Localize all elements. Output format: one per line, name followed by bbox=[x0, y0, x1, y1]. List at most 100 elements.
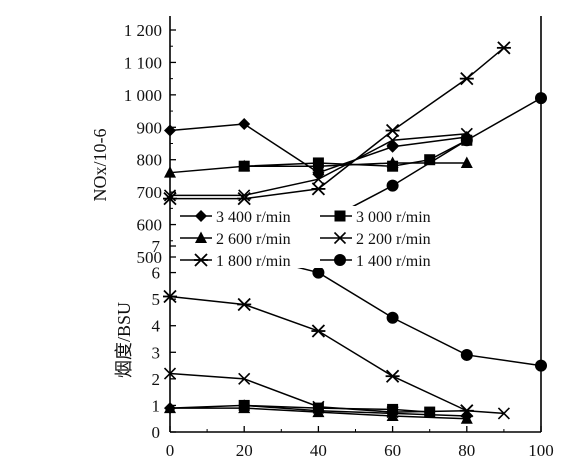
diamond-marker bbox=[195, 210, 207, 222]
top-point-2600 bbox=[238, 159, 251, 172]
triangle-marker bbox=[460, 156, 473, 168]
bottom-point-1400 bbox=[386, 311, 399, 324]
top-series-2600 bbox=[164, 156, 473, 178]
circle-marker bbox=[460, 348, 473, 361]
bottom-series-1800 bbox=[163, 289, 474, 418]
bottom-point-1800 bbox=[459, 404, 474, 418]
x-tick-label: 80 bbox=[458, 441, 475, 460]
bottom-point-2200 bbox=[163, 367, 177, 380]
bottom-point-2600 bbox=[164, 401, 176, 414]
x-tick-label: 0 bbox=[166, 441, 175, 460]
bottom-point-3000 bbox=[387, 403, 399, 415]
top-point-3000 bbox=[424, 154, 436, 166]
top-y-tick-label: 700 bbox=[137, 183, 163, 202]
x-tick-label: 40 bbox=[310, 441, 327, 460]
bottom-point-1400 bbox=[460, 348, 473, 361]
triangle-marker bbox=[238, 401, 251, 414]
x-marker-stroke bbox=[386, 406, 399, 419]
bottom-y-tick-label: 2 bbox=[152, 370, 161, 389]
legend-marker bbox=[195, 210, 207, 222]
x-marker-stroke bbox=[312, 400, 325, 413]
x-marker-stroke bbox=[312, 173, 325, 186]
top-point-2200 bbox=[312, 173, 325, 186]
top-point-1800 bbox=[459, 72, 474, 86]
legend-entry-3400: 3 400 r/min bbox=[180, 209, 291, 226]
legend-label: 1 800 r/min bbox=[216, 253, 291, 270]
top-y-tick-label: 1 100 bbox=[124, 53, 162, 72]
top-point-3400 bbox=[164, 124, 176, 137]
legend-entry-2600: 2 600 r/min bbox=[180, 231, 291, 248]
x-marker-stroke bbox=[163, 367, 177, 380]
bottom-point-1400 bbox=[312, 266, 325, 279]
circle-marker bbox=[386, 179, 399, 192]
diamond-marker bbox=[238, 118, 251, 131]
triangle-marker bbox=[312, 159, 325, 172]
top-y-tick-label: 600 bbox=[137, 216, 163, 235]
top-point-1800 bbox=[311, 182, 326, 196]
triangle-marker bbox=[164, 401, 176, 414]
x-marker-stroke bbox=[238, 372, 251, 385]
top-point-1800 bbox=[496, 41, 511, 55]
top-point-1800 bbox=[163, 191, 177, 206]
bottom-point-2600 bbox=[238, 401, 251, 414]
bottom-series-line-1800 bbox=[169, 295, 468, 412]
top-y-tick-label: 1 200 bbox=[124, 21, 162, 40]
triangle-marker bbox=[386, 156, 399, 168]
top-series-line-1800 bbox=[170, 47, 505, 200]
bottom-point-2200 bbox=[312, 400, 325, 413]
triangle-marker bbox=[195, 231, 207, 243]
bottom-point-2600 bbox=[460, 412, 473, 424]
circle-marker bbox=[312, 266, 325, 279]
legend-marker bbox=[194, 253, 208, 267]
x-marker-stroke bbox=[333, 231, 347, 245]
top-y-axis-label: NOx/10-6 bbox=[90, 129, 110, 202]
bottom-point-1800 bbox=[311, 324, 326, 338]
top-y-tick-label: 900 bbox=[137, 118, 163, 137]
legend-entry-2200: 2 200 r/min bbox=[320, 231, 431, 248]
top-point-3400 bbox=[238, 118, 251, 131]
triangle-marker bbox=[460, 412, 473, 424]
legend-marker bbox=[195, 231, 207, 243]
circle-marker bbox=[460, 134, 473, 147]
legend-entry-1800: 1 800 r/min bbox=[180, 253, 291, 270]
bottom-series-line-1400 bbox=[244, 253, 542, 367]
x-tick-label: 100 bbox=[528, 441, 554, 460]
top-point-2200 bbox=[386, 134, 399, 147]
legend-label: 3 000 r/min bbox=[356, 209, 431, 226]
square-marker bbox=[334, 210, 346, 222]
bottom-point-2200 bbox=[386, 406, 399, 419]
top-point-2600 bbox=[460, 156, 473, 168]
bottom-point-2600 bbox=[312, 405, 325, 418]
legend-marker bbox=[334, 210, 346, 222]
bottom-point-1800 bbox=[237, 297, 252, 312]
bottom-y-tick-label: 0 bbox=[152, 423, 161, 442]
triangle-marker bbox=[238, 159, 251, 172]
bottom-y-tick-label: 4 bbox=[152, 317, 161, 336]
bottom-y-tick-label: 7 bbox=[152, 237, 161, 256]
bottom-point-1800 bbox=[385, 369, 400, 383]
bottom-y-tick-label: 1 bbox=[152, 396, 161, 415]
bottom-y-tick-label: 5 bbox=[152, 290, 161, 309]
top-y-tick-label: 500 bbox=[137, 248, 163, 267]
diamond-marker bbox=[164, 124, 176, 137]
x-marker-stroke bbox=[497, 407, 510, 420]
top-point-2600 bbox=[386, 156, 399, 168]
legend-entry-3000: 3 000 r/min bbox=[320, 209, 431, 226]
bottom-y-axis-label: 烟度/BSU bbox=[114, 302, 134, 378]
legend-marker bbox=[334, 254, 346, 266]
bottom-point-1400 bbox=[535, 359, 547, 372]
circle-marker bbox=[334, 254, 346, 266]
circle-marker bbox=[386, 311, 399, 324]
top-point-1400 bbox=[386, 179, 399, 192]
bottom-point-2200 bbox=[238, 372, 251, 385]
top-point-2600 bbox=[164, 166, 176, 178]
circle-marker bbox=[535, 92, 547, 105]
top-series-1800 bbox=[163, 41, 511, 206]
bottom-point-1800 bbox=[163, 289, 177, 304]
legend-marker bbox=[333, 231, 347, 245]
circle-marker bbox=[535, 359, 547, 372]
legend-entry-1400: 1 400 r/min bbox=[320, 253, 431, 270]
x-marker-stroke bbox=[386, 134, 399, 147]
legend-label: 3 400 r/min bbox=[216, 209, 291, 226]
